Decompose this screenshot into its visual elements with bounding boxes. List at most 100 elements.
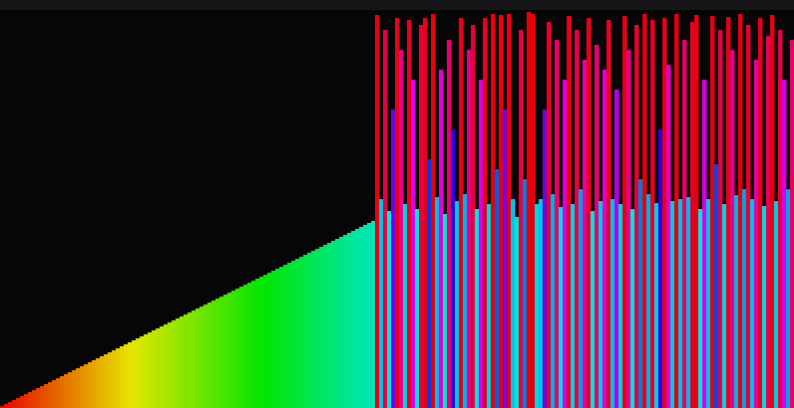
bar <box>211 300 216 408</box>
bar <box>742 189 747 408</box>
bar <box>714 164 719 408</box>
bar <box>383 29 388 408</box>
bar <box>275 268 280 408</box>
bar <box>87 362 93 408</box>
bar <box>199 306 204 408</box>
bar <box>355 228 360 408</box>
bar <box>466 49 472 408</box>
bar <box>15 398 21 408</box>
bar <box>470 24 476 408</box>
bar <box>770 14 775 408</box>
bar <box>247 282 252 408</box>
bar <box>414 209 420 408</box>
bar <box>379 199 384 408</box>
bar <box>582 59 587 408</box>
bar <box>67 372 73 408</box>
bar <box>630 209 635 408</box>
bar <box>239 286 244 408</box>
bar <box>11 400 17 408</box>
bar <box>462 194 468 408</box>
bar <box>578 189 583 408</box>
bar <box>303 254 308 408</box>
bar <box>287 262 292 408</box>
bar <box>83 364 89 408</box>
bar <box>167 322 172 408</box>
bar <box>398 49 404 408</box>
bar <box>183 314 188 408</box>
bar <box>295 258 300 408</box>
bar <box>151 330 157 408</box>
bar <box>375 14 380 408</box>
bar <box>391 109 396 408</box>
bar <box>59 376 65 408</box>
bar <box>758 17 763 408</box>
bar <box>47 382 53 408</box>
bar <box>263 274 268 408</box>
bar <box>586 17 591 408</box>
bar <box>606 19 611 408</box>
bar <box>698 209 703 408</box>
bar <box>670 201 675 408</box>
bar <box>590 210 595 408</box>
bar <box>522 179 528 408</box>
bar <box>426 159 432 408</box>
bar <box>666 64 671 408</box>
bar <box>594 44 599 408</box>
bar <box>363 224 368 408</box>
bar <box>502 109 508 408</box>
bar <box>790 39 794 408</box>
bar <box>179 316 184 408</box>
bar <box>694 14 699 408</box>
top-bar <box>0 0 794 10</box>
bar <box>51 380 57 408</box>
bar <box>534 204 540 408</box>
bar <box>482 17 488 408</box>
bar <box>618 204 623 408</box>
bar <box>674 13 679 408</box>
bar <box>119 346 125 408</box>
bar <box>155 328 160 408</box>
bar <box>279 266 284 408</box>
bar <box>55 378 61 408</box>
bar <box>658 129 663 408</box>
bar <box>474 209 480 408</box>
bar <box>530 13 536 408</box>
bar <box>538 199 544 408</box>
bar <box>111 350 117 408</box>
bar <box>542 109 548 408</box>
bar <box>766 35 771 408</box>
bar <box>614 89 619 408</box>
bar <box>367 222 372 408</box>
bar <box>442 213 448 408</box>
bar <box>546 21 552 408</box>
bar <box>63 374 69 408</box>
bar <box>0 406 5 408</box>
bar <box>458 17 464 408</box>
bar <box>626 49 631 408</box>
bar <box>566 15 571 408</box>
bar <box>690 21 695 408</box>
bar <box>35 388 41 408</box>
bar <box>750 199 755 408</box>
bar <box>307 252 312 408</box>
bar <box>710 15 715 408</box>
bar <box>774 201 779 408</box>
bar <box>223 294 228 408</box>
bar <box>19 396 25 408</box>
bar <box>231 290 236 408</box>
bar <box>159 326 164 408</box>
bar <box>27 392 33 408</box>
bar <box>131 340 137 408</box>
bar <box>243 284 248 408</box>
bar <box>171 320 176 408</box>
bar <box>71 370 77 408</box>
bar <box>99 356 105 408</box>
bar <box>438 69 444 408</box>
bar <box>662 17 667 408</box>
bar <box>558 207 563 408</box>
bar <box>187 312 192 408</box>
bar <box>3 404 9 408</box>
bar <box>371 220 376 408</box>
bar <box>782 79 787 408</box>
bar <box>494 169 500 408</box>
